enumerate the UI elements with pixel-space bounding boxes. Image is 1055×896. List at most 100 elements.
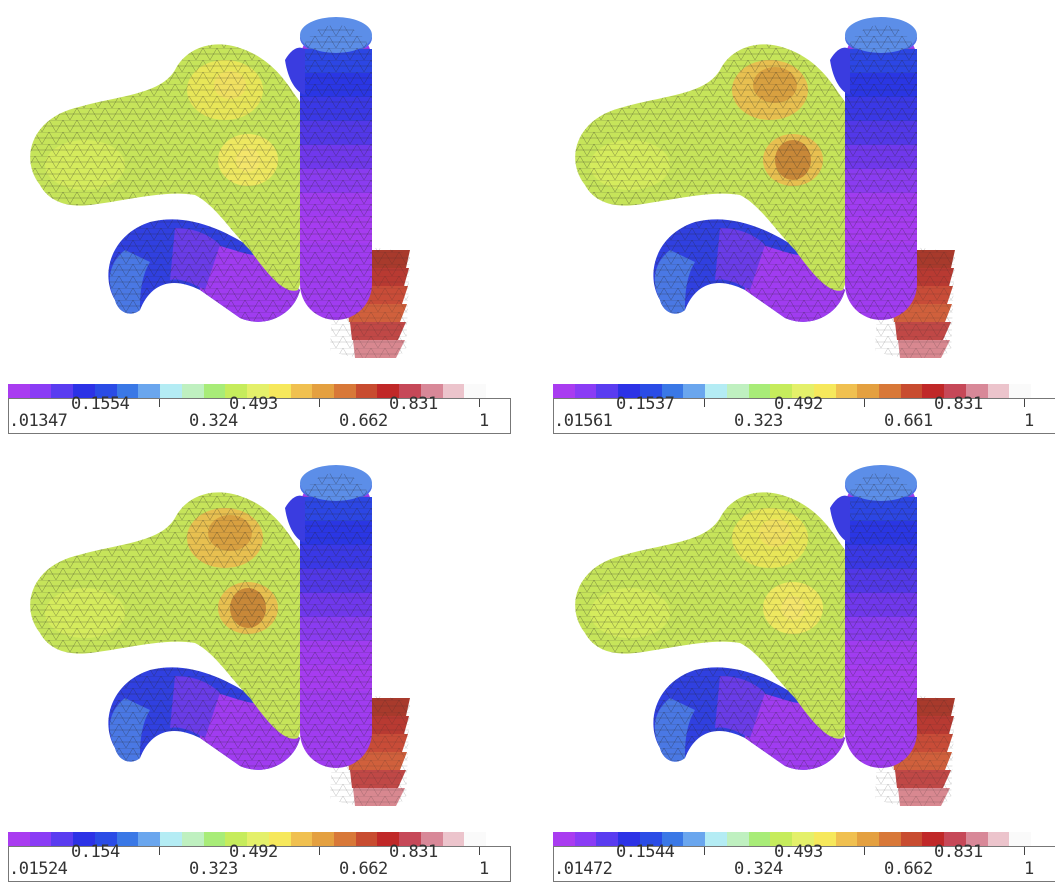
colorbar-swatch — [813, 384, 836, 398]
colorbar-swatch — [51, 384, 74, 398]
mesh-rendering — [30, 465, 410, 806]
colorbar-swatch — [312, 832, 335, 846]
colorbar-label: 0.1554 — [71, 394, 130, 414]
colorbar-swatch — [160, 832, 182, 846]
colorbar-swatch — [748, 832, 771, 846]
colorbar-swatch — [51, 832, 74, 846]
colorbar-label: 0.831 — [389, 394, 438, 414]
colorbar-label: 0.323 — [734, 411, 783, 431]
colorbar-swatch — [596, 384, 619, 398]
colorbar-swatch — [987, 832, 1010, 846]
panel-bottom-left: .01524 0.323 0.662 1 0.154 0.492 0.831 — [0, 448, 527, 896]
colorbar-swatch — [770, 832, 793, 846]
colorbar-swatch — [726, 832, 749, 846]
colorbar-labels-box: .01561 0.323 0.661 1 0.1537 0.492 0.831 — [553, 394, 1055, 434]
colorbar-swatch — [705, 384, 727, 398]
mesh-rendering — [575, 17, 955, 358]
colorbar-swatch — [618, 832, 640, 846]
colorbar-swatch — [596, 832, 619, 846]
colorbar: .01524 0.323 0.662 1 0.154 0.492 0.831 — [8, 832, 513, 886]
colorbar-label: 1 — [479, 859, 489, 879]
colorbar-swatch — [399, 384, 421, 398]
colorbar-label: 0.323 — [189, 859, 238, 879]
colorbar-swatch — [442, 384, 465, 398]
colorbar: .01561 0.323 0.661 1 0.1537 0.492 0.831 — [553, 384, 1055, 438]
colorbar-swatch — [879, 832, 901, 846]
colorbar-swatch — [987, 384, 1010, 398]
colorbar-tick — [319, 399, 320, 407]
colorbar-swatch — [900, 832, 923, 846]
colorbar-label: 1 — [1024, 859, 1034, 879]
colorbar-swatch — [312, 384, 335, 398]
colorbar-swatch — [639, 384, 662, 398]
colorbar-label: 0.662 — [339, 411, 388, 431]
colorbar-swatch — [225, 832, 248, 846]
colorbar-label: .01561 — [554, 411, 613, 431]
colorbar-swatch — [420, 384, 443, 398]
colorbar-label: 0.831 — [389, 842, 438, 862]
colorbar-swatch — [116, 832, 139, 846]
mesh-rendering — [575, 465, 955, 806]
colorbar-tick — [704, 399, 705, 407]
colorbar-swatch — [138, 832, 161, 846]
mesh-rendering — [30, 17, 410, 358]
colorbar-swatch — [792, 832, 814, 846]
colorbar-swatch — [683, 384, 706, 398]
colorbar-swatch — [203, 832, 226, 846]
colorbar-labels-box: .01347 0.324 0.662 1 0.1554 0.493 0.831 — [8, 394, 511, 434]
colorbar-labels-box: .01524 0.323 0.662 1 0.154 0.492 0.831 — [8, 842, 511, 882]
colorbar-labels-box: .01472 0.324 0.662 1 0.1544 0.493 0.831 — [553, 842, 1055, 882]
colorbar-swatch — [290, 832, 313, 846]
lower-tube — [653, 667, 845, 770]
colorbar-swatch — [355, 384, 378, 398]
colorbar-label: 1 — [1024, 411, 1034, 431]
main-body — [30, 44, 321, 291]
colorbar: .01347 0.324 0.662 1 0.1554 0.493 0.831 — [8, 384, 513, 438]
colorbar-swatch — [857, 384, 880, 398]
colorbar-swatch — [464, 832, 487, 846]
colorbar-label: 0.661 — [884, 411, 933, 431]
colorbar-swatch — [944, 832, 966, 846]
colorbar-swatch — [965, 384, 988, 398]
lower-tube — [653, 219, 845, 322]
colorbar-swatch — [770, 384, 793, 398]
colorbar-swatch — [181, 832, 204, 846]
colorbar-swatch — [377, 384, 400, 398]
colorbar-swatch — [922, 384, 945, 398]
colorbar-label: 0.492 — [774, 394, 823, 414]
vertical-tube — [830, 17, 917, 320]
colorbar-swatch — [944, 384, 966, 398]
colorbar-swatches — [8, 832, 487, 846]
colorbar-tick — [864, 847, 865, 855]
colorbar-swatch — [618, 384, 640, 398]
colorbar-tick — [319, 847, 320, 855]
colorbar-label: 0.324 — [189, 411, 238, 431]
colorbar-swatch — [574, 384, 597, 398]
colorbar-swatch — [355, 832, 378, 846]
colorbar-swatch — [225, 384, 248, 398]
colorbar-swatch — [181, 384, 204, 398]
colorbar-tick — [479, 399, 480, 407]
colorbar-label: 0.154 — [71, 842, 120, 862]
colorbar-swatch — [29, 384, 52, 398]
colorbar-label: 0.492 — [229, 842, 278, 862]
colorbar-swatch — [399, 832, 421, 846]
colorbar-swatch — [138, 384, 161, 398]
colorbar-swatch — [290, 384, 313, 398]
colorbar-swatch — [879, 384, 901, 398]
colorbar-swatch — [661, 384, 684, 398]
colorbar-tick — [704, 847, 705, 855]
colorbar-label: 0.493 — [229, 394, 278, 414]
colorbar-swatch — [442, 832, 465, 846]
colorbar-swatch — [464, 384, 487, 398]
colorbar-swatch — [334, 384, 356, 398]
main-body — [575, 44, 866, 291]
colorbar-swatch — [94, 384, 117, 398]
colorbar-swatch — [73, 384, 95, 398]
colorbar-swatch — [705, 832, 727, 846]
colorbar-label: 0.831 — [934, 394, 983, 414]
colorbar-label: 0.831 — [934, 842, 983, 862]
colorbar-swatch — [1009, 384, 1032, 398]
colorbar-swatch — [965, 832, 988, 846]
colorbar-swatch — [574, 832, 597, 846]
